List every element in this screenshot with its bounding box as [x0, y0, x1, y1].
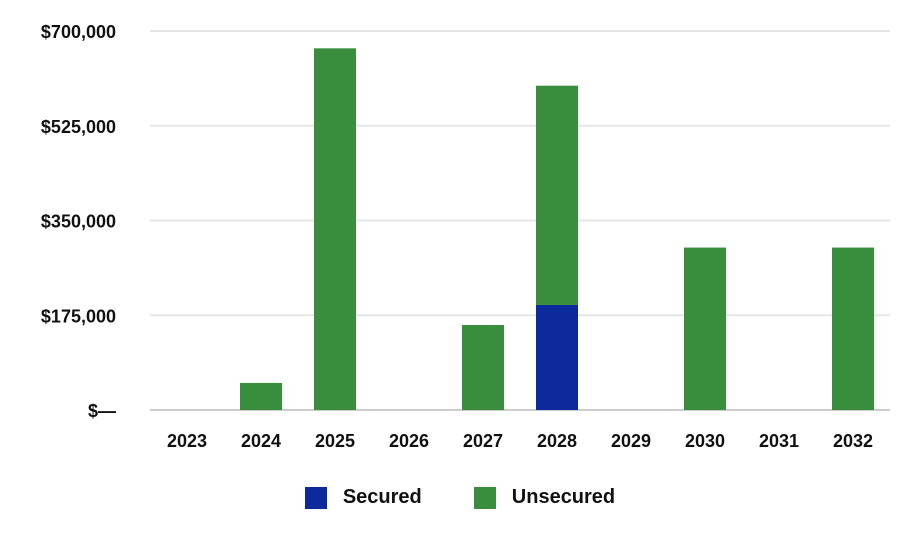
bar-unsecured-2028: [536, 85, 578, 305]
bar-unsecured-2025: [314, 48, 356, 410]
legend-item-secured: Secured: [304, 486, 422, 509]
x-tick-label: 2032: [833, 431, 873, 451]
legend-label-secured: Secured: [342, 486, 422, 508]
y-tick-label: $175,000: [41, 306, 116, 326]
x-tick-label: 2023: [167, 431, 207, 451]
bar-unsecured-2030: [684, 247, 726, 410]
bar-chart: $—$175,000$350,000$525,000$700,000 2023 2…: [41, 22, 890, 451]
y-tick-label: $525,000: [41, 117, 116, 137]
legend-label-unsecured: Unsecured: [511, 486, 616, 508]
x-tick-label: 2026: [389, 431, 429, 451]
legend-swatch-unsecured: [473, 486, 496, 509]
x-tick-label: 2030: [685, 431, 725, 451]
legend: Secured Unsecured: [0, 486, 920, 509]
bar-unsecured-2027: [462, 324, 504, 410]
bar-secured-2028: [536, 304, 578, 410]
y-tick-label: $—: [88, 401, 116, 421]
x-tick-label: 2025: [315, 431, 355, 451]
y-tick-label: $700,000: [41, 22, 116, 42]
x-tick-label: 2031: [759, 431, 799, 451]
x-tick-label: 2029: [611, 431, 651, 451]
x-tick-label: 2024: [241, 431, 281, 451]
legend-item-unsecured: Unsecured: [473, 486, 616, 509]
bar-unsecured-2032: [832, 247, 874, 410]
gridlines: [150, 30, 890, 411]
x-tick-label: 2027: [463, 431, 503, 451]
legend-swatch-secured: [304, 486, 327, 509]
bar-unsecured-2024: [240, 382, 282, 410]
x-axis: 2023 2024 2025 2026 2027 2028 2029 2030 2031 2032: [167, 431, 873, 451]
y-tick-label: $350,000: [41, 212, 116, 232]
y-axis: $— $175,000 $350,000 $525,000 $700,000: [41, 22, 116, 421]
x-tick-label: 2028: [537, 431, 577, 451]
bars: [240, 48, 874, 410]
